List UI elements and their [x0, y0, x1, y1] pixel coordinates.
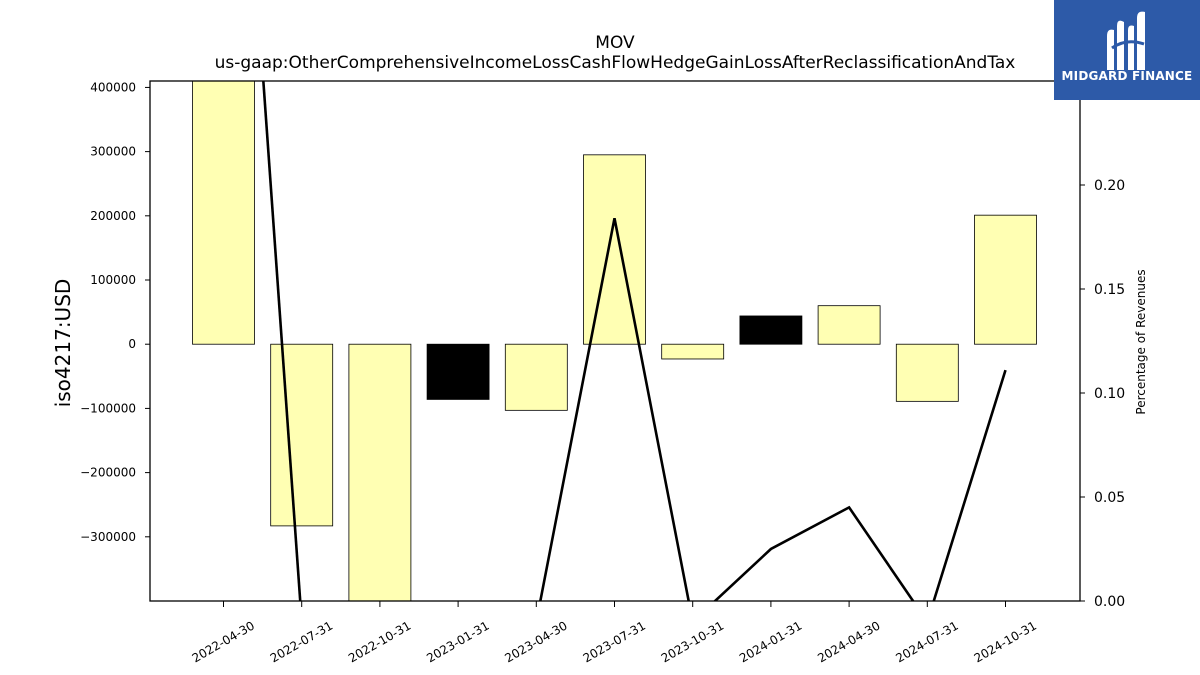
y-tick-label: 400000 — [90, 80, 136, 94]
midgard-finance-logo: MIDGARD FINANCE — [1054, 0, 1200, 100]
y-right-tick-label: 0.15 — [1094, 282, 1125, 298]
bar-2023-07-31 — [583, 154, 646, 345]
x-tick-label: 2022-07-31 — [268, 618, 335, 665]
bar-2024-07-31 — [895, 343, 959, 402]
bar-2023-04-30 — [504, 343, 568, 411]
chart-subtitle: us-gaap:OtherComprehensiveIncomeLossCash… — [215, 53, 1016, 73]
x-tick-label: 2023-10-31 — [659, 618, 726, 665]
y-tick-label: 100000 — [90, 273, 136, 287]
y-right-tick-label: 0.20 — [1094, 178, 1125, 194]
y-right-tick-label: 0.00 — [1094, 594, 1125, 610]
x-tick-label: 2024-04-30 — [815, 618, 882, 665]
y-axis-label: iso4217:USD — [51, 279, 75, 408]
bar-2022-07-31 — [270, 343, 334, 527]
y-tick-label: −100000 — [80, 401, 136, 415]
x-tick-label: 2023-07-31 — [581, 618, 648, 665]
bar-2024-01-31 — [739, 315, 803, 345]
y-right-tick-label: 0.10 — [1094, 386, 1125, 402]
y-tick-label: 200000 — [90, 209, 136, 223]
bar-2023-10-31 — [661, 343, 725, 360]
y-tick-label: −200000 — [80, 466, 136, 480]
x-tick-label: 2023-04-30 — [502, 618, 569, 665]
x-tick-label: 2022-10-31 — [346, 618, 413, 665]
y-axis-right-label: Percentage of Revenues — [1134, 269, 1148, 414]
chart-title: MOV — [595, 33, 635, 53]
y-tick-label: 0 — [128, 337, 136, 351]
percentage-line — [539, 218, 1007, 601]
x-tick-label: 2022-04-30 — [190, 618, 257, 665]
x-tick-label: 2024-07-31 — [893, 618, 960, 665]
bar-2024-04-30 — [817, 305, 881, 345]
bar-2024-10-31 — [974, 214, 1037, 345]
y-right-tick-label: 0.05 — [1094, 490, 1125, 506]
midgard-logo-icon — [1107, 11, 1145, 70]
x-tick-label: 2023-01-31 — [424, 618, 491, 665]
y-tick-label: −300000 — [80, 530, 136, 544]
percentage-line — [262, 81, 302, 601]
bar-2022-10-31 — [348, 343, 412, 601]
bar-2023-01-31 — [426, 343, 490, 400]
y-tick-label: 300000 — [90, 145, 136, 159]
logo-text: MIDGARD FINANCE — [1061, 69, 1193, 83]
x-tick-label: 2024-10-31 — [972, 618, 1039, 665]
bar-2022-04-30 — [192, 81, 255, 345]
x-tick-label: 2024-01-31 — [737, 618, 804, 665]
